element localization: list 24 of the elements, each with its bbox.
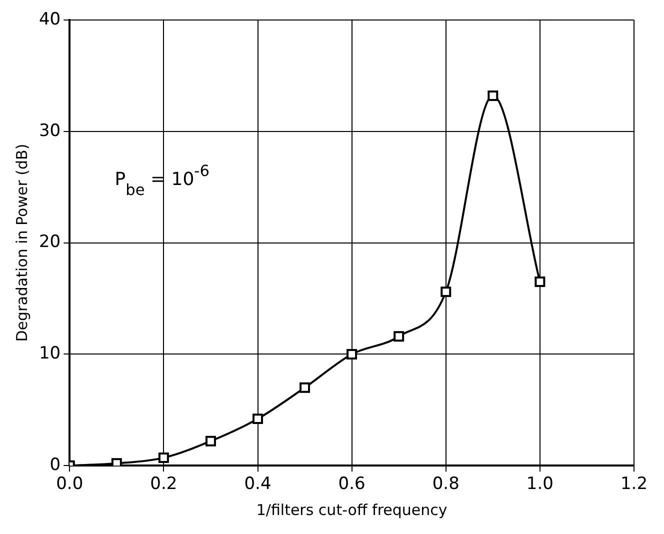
y-tick-label: 40 [38,9,61,30]
x-tick-label: 0.8 [432,474,460,494]
x-tick-label: 0.4 [244,474,272,494]
y-tick-label: 10 [38,344,61,364]
y-tick-label: 0 [50,455,61,476]
x-tick-label: 1.0 [526,474,554,494]
point [346,348,358,360]
point [111,458,122,466]
point [394,331,404,342]
point [534,276,546,288]
y-tick-label: 30 [38,120,61,141]
point [252,414,263,424]
point [158,452,169,464]
y-tick-label: 20 [38,232,61,252]
point [205,436,216,446]
x-tick-label: 0.0 [56,474,84,494]
point [440,286,452,298]
x-tick-label: 1.2 [620,474,648,494]
x-tick-label: 0.2 [150,474,178,494]
y-axis-title: Degradation in Power (dB) [12,144,31,342]
point [300,382,310,393]
x-tick-label: 0.6 [338,474,366,494]
x-axis-title: 1/filters cut-off frequency [256,500,448,519]
point [488,90,498,101]
